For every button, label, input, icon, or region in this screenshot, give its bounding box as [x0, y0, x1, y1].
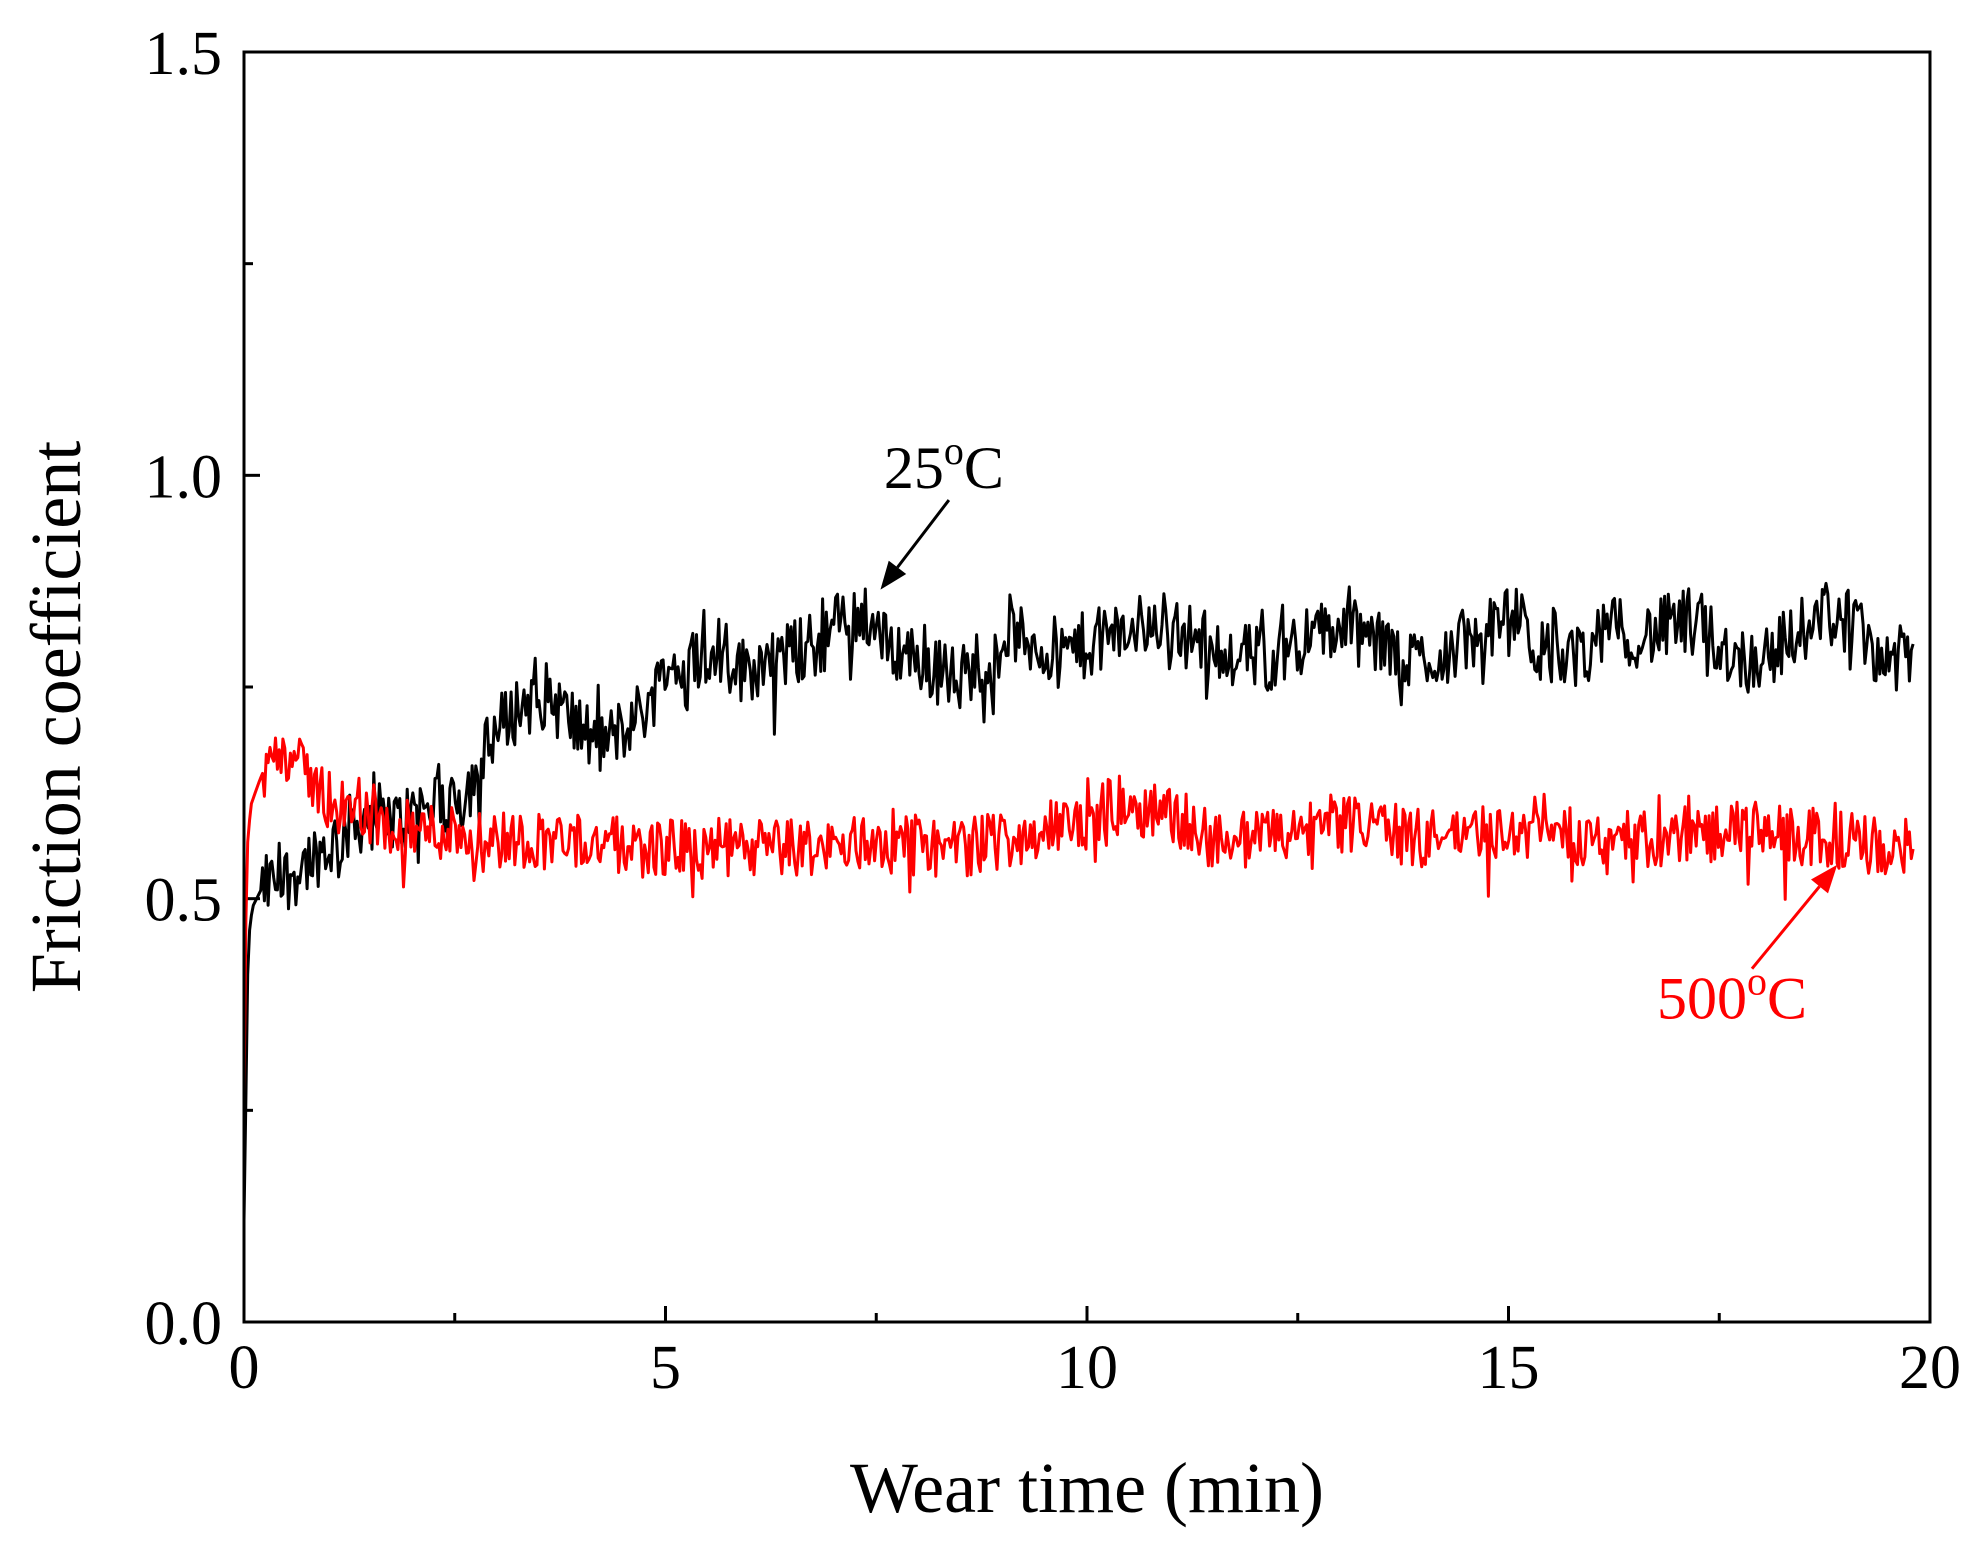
series-layer: [242, 581, 1915, 1221]
annotation-25c: 25oC: [880, 428, 1004, 590]
label-500c-sup: o: [1747, 959, 1767, 1004]
y-tick-labels: 0.0 0.5 1.0 1.5: [145, 20, 223, 1358]
y-tick-label: 0.0: [145, 1290, 223, 1358]
arrow-25c-line: [896, 499, 951, 569]
label-500c-main: 500: [1657, 966, 1747, 1032]
x-tick-labels: 0 5 10 15 20: [229, 1334, 1962, 1402]
arrow-25c-head: [880, 560, 907, 590]
y-tick-label: 0.5: [145, 867, 223, 935]
x-axis-title: Wear time (min): [850, 1448, 1324, 1528]
x-tick-label: 15: [1478, 1334, 1540, 1402]
label-25c-unit: C: [964, 435, 1004, 501]
x-tick-label: 10: [1056, 1334, 1118, 1402]
label-25c-main: 25: [884, 435, 944, 501]
plot-frame: [242, 50, 1932, 1324]
annotation-500c: 500oC: [1657, 864, 1838, 1032]
y-tick-label: 1.0: [145, 443, 223, 511]
label-25c-sup: o: [944, 428, 964, 473]
label-500c-unit: C: [1767, 966, 1807, 1032]
arrow-500c-head: [1811, 864, 1838, 894]
series-line-25c: [242, 581, 1915, 1221]
arrow-500c-line: [1750, 885, 1821, 970]
label-500c: 500oC: [1657, 959, 1807, 1032]
y-axis-title: Friction coefficient: [16, 441, 96, 993]
x-tick-label: 5: [650, 1334, 681, 1402]
x-tick-label: 0: [229, 1334, 260, 1402]
x-tick-label: 20: [1899, 1334, 1961, 1402]
label-25c: 25oC: [884, 428, 1004, 501]
y-tick-label: 1.5: [145, 20, 223, 88]
series-line-500c: [242, 736, 1915, 1094]
